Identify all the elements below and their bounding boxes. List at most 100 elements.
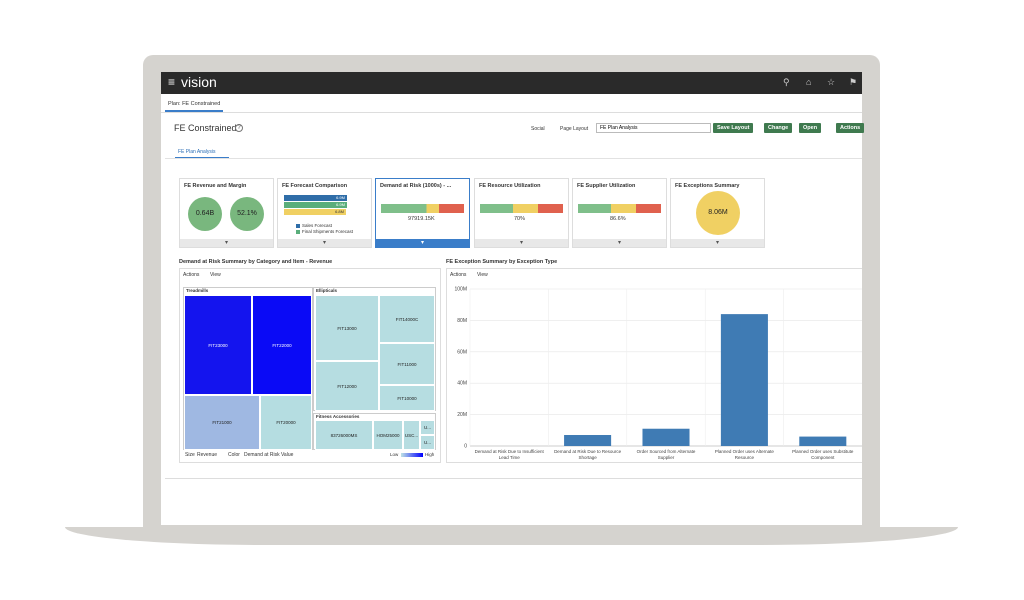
treemap-group-label: Fitness Accessories xyxy=(316,414,360,419)
tile-title: FE Forecast Comparison xyxy=(282,183,348,189)
size-value: Revenue xyxy=(197,452,218,458)
legend-swatch xyxy=(296,224,300,228)
treemap-cell: FIT20000 xyxy=(260,395,312,450)
search-icon[interactable]: ⚲ xyxy=(783,77,790,87)
tile[interactable]: FE Exceptions Summary 8.06M ▾ xyxy=(670,178,765,248)
menu-icon[interactable]: ≡ xyxy=(168,75,176,89)
tile[interactable]: FE Revenue and Margin 0.64B 52.1% ▾ xyxy=(179,178,274,248)
favorite-icon[interactable]: ☆ xyxy=(827,77,836,87)
bar xyxy=(642,428,690,446)
toolbar-menu[interactable]: View xyxy=(210,272,221,278)
subtab-underline xyxy=(175,157,229,158)
app-header: ≡ vision ⚲ ⌂ ☆ ⚑ xyxy=(161,72,862,94)
tile-expand[interactable]: ▾ xyxy=(376,239,469,247)
divider xyxy=(165,478,862,479)
tile-title: Demand at Risk (1000s) - ... xyxy=(380,183,452,189)
home-icon[interactable]: ⌂ xyxy=(806,77,812,87)
treemap-group-label: Ellipticals xyxy=(316,288,338,293)
treemap-cell: FIT23000 xyxy=(184,295,252,395)
panel-title: FE Exception Summary by Exception Type xyxy=(446,259,558,265)
tile-expand[interactable]: ▾ xyxy=(573,239,666,247)
bar xyxy=(564,435,612,446)
divider xyxy=(165,158,862,159)
divider xyxy=(161,112,862,113)
actions-button[interactable]: Actions xyxy=(836,123,865,133)
treemap-cell: USC... xyxy=(403,420,420,450)
tab[interactable]: Plan: FE Constrained xyxy=(168,101,221,107)
tile-value: 97919.15K xyxy=(408,216,435,222)
treemap-cell: FIT11000 xyxy=(379,343,435,385)
x-tick-label: Planned Order uses Substitute Component xyxy=(792,449,854,460)
gauge-bar xyxy=(381,204,464,213)
legend-label: Final Shipments Forecast xyxy=(302,229,354,234)
legend-low: Low xyxy=(390,452,399,457)
bar-chart: 0 20M 40M 60M 80M 100M xyxy=(454,287,862,450)
panel-title: Demand at Risk Summary by Category and I… xyxy=(179,259,333,265)
revenue-circle: 0.64B xyxy=(188,197,222,231)
y-tick-label: 20M xyxy=(457,412,467,418)
y-tick-label: 60M xyxy=(457,349,467,355)
tile-expand[interactable]: ▾ xyxy=(475,239,568,247)
treemap-cell: 83726000MS xyxy=(315,420,373,450)
toolbar-menu[interactable]: View xyxy=(477,272,488,278)
treemap-panel xyxy=(179,268,441,463)
tile-expand[interactable]: ▾ xyxy=(278,239,371,247)
gauge-bar xyxy=(480,204,563,213)
tile[interactable]: FE Forecast Comparison 6.9M 6.9M 6.8M Sa… xyxy=(277,178,372,248)
open-button[interactable]: Open xyxy=(799,123,822,133)
tile[interactable]: FE Supplier Utilization 86.6% ▾ xyxy=(572,178,667,248)
exceptions-circle: 8.06M xyxy=(696,191,740,235)
legend-label: Sales Forecast xyxy=(302,223,333,228)
logo[interactable]: vision xyxy=(181,74,217,90)
treemap-cell: FIT14000C xyxy=(379,295,435,343)
bar xyxy=(720,314,768,446)
treemap-cell: HOM25000 xyxy=(373,420,403,450)
tile-title: FE Exceptions Summary xyxy=(675,183,740,189)
tile[interactable]: Demand at Risk (1000s) - ... 97919.15K ▾ xyxy=(375,178,470,248)
forecast-bar: 6.8M xyxy=(284,209,346,215)
y-tick-label: 80M xyxy=(457,318,467,324)
legend-high: High xyxy=(425,452,435,457)
treemap-group-label: Treadmills xyxy=(186,288,209,293)
toolbar-menu[interactable]: Actions xyxy=(450,272,467,278)
y-tick-label: 40M xyxy=(457,381,467,387)
tile-expand[interactable]: ▾ xyxy=(180,239,273,247)
subtab[interactable]: FE Plan Analysis xyxy=(178,149,216,155)
treemap-cell: U... xyxy=(420,420,435,435)
tile-expand[interactable]: ▾ xyxy=(671,239,764,247)
flag-icon[interactable]: ⚑ xyxy=(849,77,858,87)
color-legend xyxy=(401,453,423,457)
treemap-cell: FIT13000 xyxy=(315,295,379,361)
treemap-cell: FIT12000 xyxy=(315,361,379,411)
tab-underline xyxy=(165,110,223,112)
treemap-cell: FIT21000 xyxy=(184,395,260,450)
social-link[interactable]: Social xyxy=(531,126,545,132)
x-tick-label: Order Sourced from Alternate Supplier xyxy=(636,449,696,460)
tile-title: FE Resource Utilization xyxy=(479,183,541,189)
y-tick-label: 0 xyxy=(464,444,467,450)
treemap-cell: U... xyxy=(420,435,435,450)
treemap-cell: FIT10000 xyxy=(379,385,435,411)
x-tick-label: Demand at Risk Due to Resource Shortage xyxy=(554,449,622,460)
tile-value: 70% xyxy=(514,216,526,222)
page-layout-label: Page Layout xyxy=(560,126,589,132)
chart-panel xyxy=(446,268,862,463)
margin-circle: 52.1% xyxy=(230,197,264,231)
legend-swatch xyxy=(296,230,300,234)
help-icon[interactable]: ? xyxy=(235,124,243,132)
tile-title: FE Supplier Utilization xyxy=(577,183,636,189)
forecast-bar: 6.9M xyxy=(284,195,347,201)
tile[interactable]: FE Resource Utilization 70% ▾ xyxy=(474,178,569,248)
treemap: Treadmills Ellipticals Fitness Accessories… xyxy=(182,287,438,452)
bar xyxy=(799,436,847,446)
page-layout-select[interactable]: FE Plan Analysis xyxy=(596,123,711,133)
color-value: Demand at Risk Value xyxy=(244,452,294,458)
tile-value: 86.6% xyxy=(610,216,626,222)
change-button[interactable]: Change xyxy=(764,123,793,133)
forecast-bar: 6.9M xyxy=(284,202,347,208)
tile-title: FE Revenue and Margin xyxy=(184,183,247,189)
toolbar-menu[interactable]: Actions xyxy=(183,272,200,278)
color-label: Color xyxy=(228,452,240,458)
save-layout-button[interactable]: Save Layout xyxy=(713,123,754,133)
